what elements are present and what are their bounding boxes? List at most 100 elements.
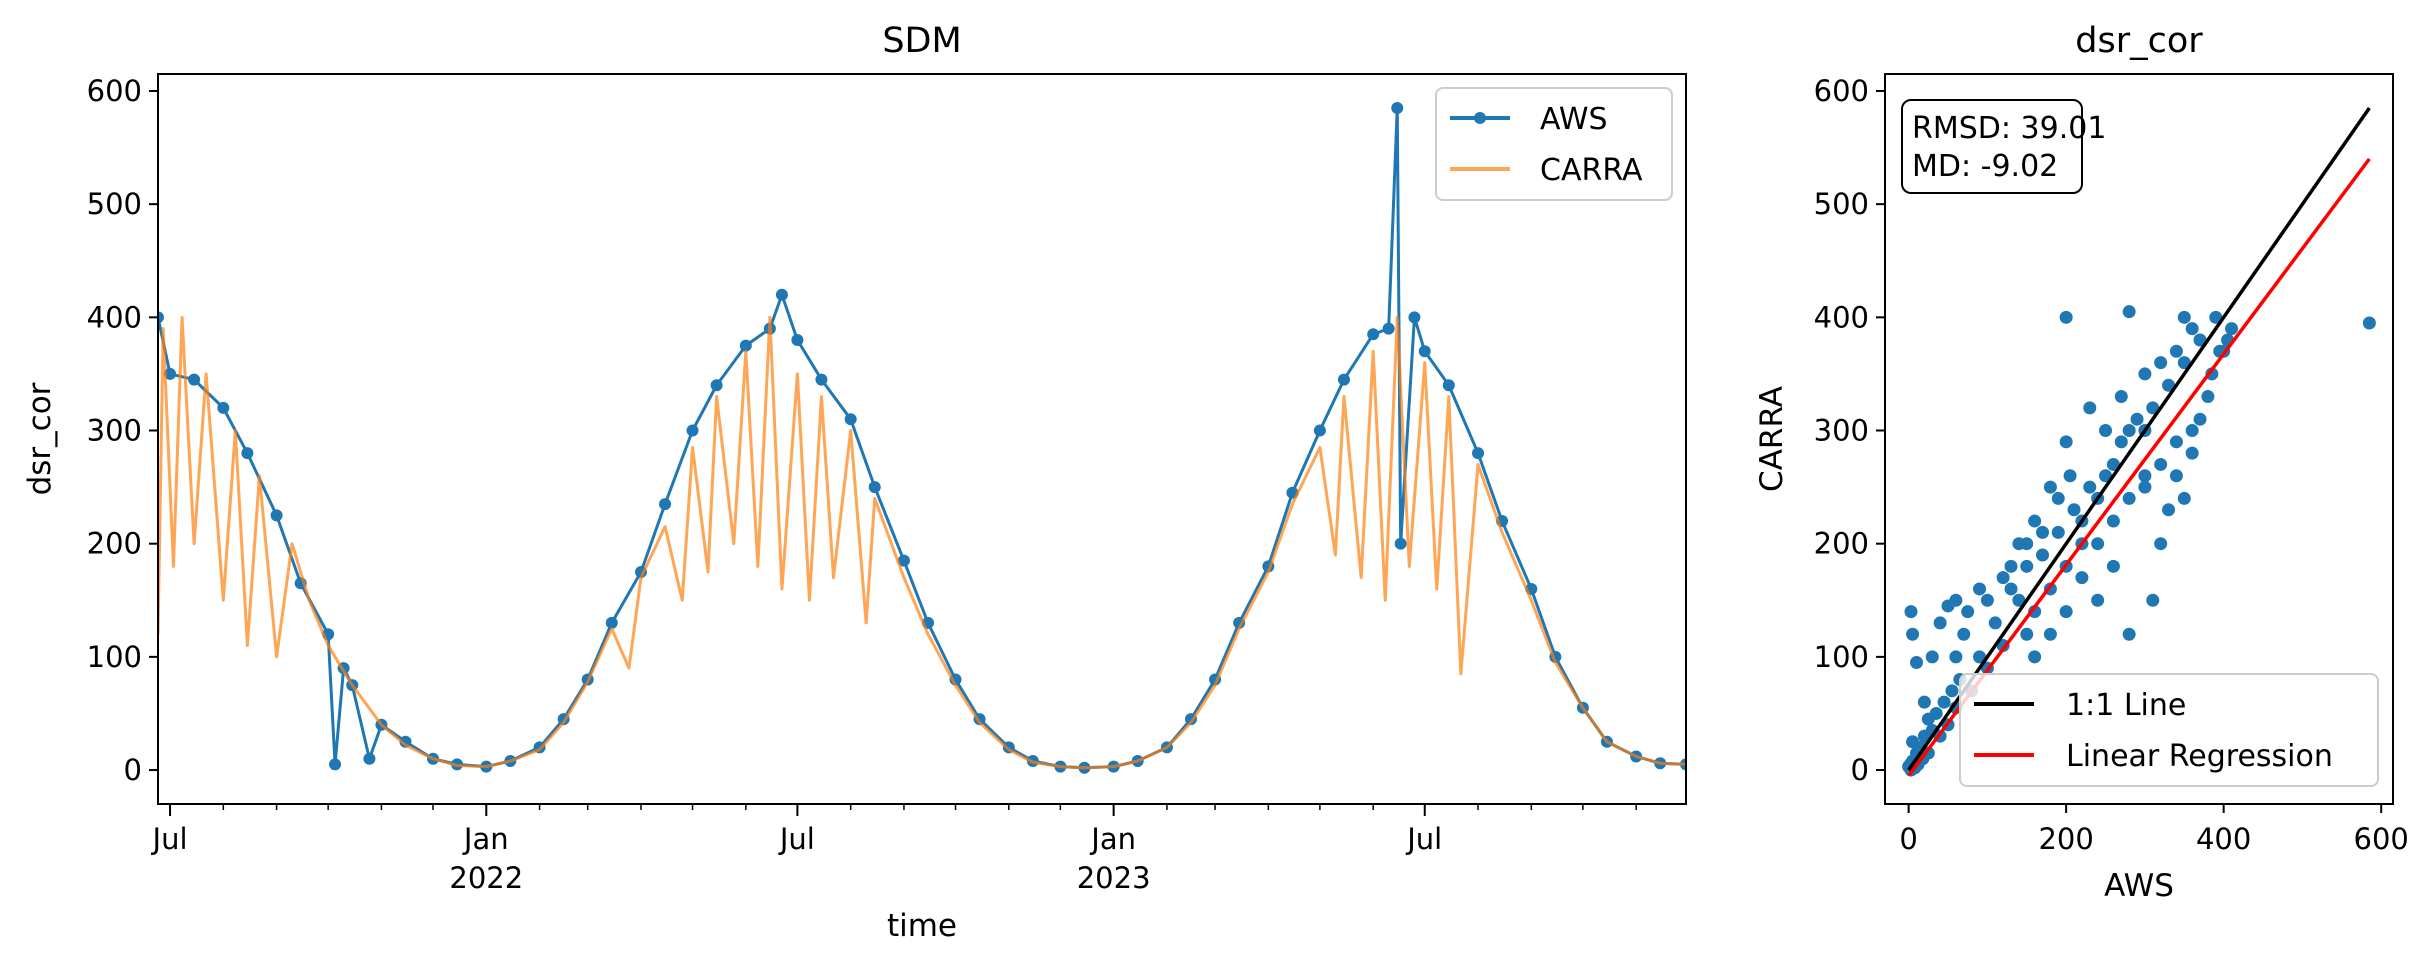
scatter-point bbox=[2012, 593, 2026, 607]
aws-point bbox=[844, 413, 857, 426]
timeseries-y-label: dsr_cor bbox=[22, 382, 58, 495]
scatter-point bbox=[2169, 435, 2183, 449]
y-tick-label: 300 bbox=[1814, 414, 1869, 448]
aws-point bbox=[270, 509, 283, 522]
scatter-point bbox=[2122, 627, 2136, 641]
scatter-point bbox=[2122, 424, 2136, 438]
aws-point bbox=[1394, 537, 1407, 550]
x-tick-label: Jan bbox=[462, 822, 509, 856]
scatter-point bbox=[2177, 310, 2191, 324]
scatter-point bbox=[2063, 469, 2077, 483]
scatter-point bbox=[2154, 356, 2168, 370]
scatter-point bbox=[2020, 559, 2034, 573]
scatter-point bbox=[2106, 457, 2120, 471]
x-tick-label: Jul bbox=[1405, 822, 1442, 856]
scatter-legend: 1:1 Line Linear Regression bbox=[1959, 673, 2379, 787]
scatter-point bbox=[2169, 344, 2183, 358]
x-tick-year-label: 2023 bbox=[1077, 861, 1151, 895]
stats-box-frame bbox=[1901, 99, 2083, 194]
aws-point bbox=[188, 373, 201, 386]
stats-box: RMSD: 39.01 MD: -9.02 bbox=[1901, 99, 2106, 194]
scatter-point bbox=[2185, 446, 2199, 460]
scatter-point bbox=[1937, 695, 1951, 709]
aws-point bbox=[158, 311, 164, 324]
scatter-legend-box bbox=[1959, 673, 2379, 787]
scatter-point bbox=[2099, 469, 2113, 483]
stats-rmsd: RMSD: 39.01 bbox=[1912, 111, 2106, 146]
aws-point bbox=[329, 758, 342, 771]
y-tick-label: 500 bbox=[87, 187, 142, 221]
legend-aws-label: AWS bbox=[1540, 102, 1608, 137]
scatter-point bbox=[2185, 424, 2199, 438]
aws-point bbox=[605, 616, 618, 629]
x-tick-label: Jul bbox=[778, 822, 815, 856]
aws-point bbox=[1391, 101, 1404, 114]
timeseries-title: SDM bbox=[882, 21, 961, 61]
y-tick-label: 100 bbox=[87, 640, 142, 674]
scatter-point bbox=[2106, 559, 2120, 573]
scatter-point bbox=[2028, 650, 2042, 664]
x-tick-label: Jul bbox=[151, 822, 188, 856]
scatter-point bbox=[1925, 650, 1939, 664]
y-tick-label: 0 bbox=[1851, 753, 1869, 787]
scatter-point bbox=[1910, 656, 1924, 670]
scatter-point bbox=[2138, 367, 2152, 381]
scatter-point bbox=[2146, 593, 2160, 607]
timeseries-x-label: time bbox=[887, 908, 957, 944]
scatter-point bbox=[2185, 322, 2199, 336]
carra-series-line bbox=[158, 315, 1686, 770]
scatter-point bbox=[2028, 514, 2042, 528]
aws-point bbox=[686, 424, 699, 437]
scatter-point bbox=[2036, 525, 2050, 539]
aws-point bbox=[1418, 345, 1431, 358]
y-tick-label: 200 bbox=[87, 527, 142, 561]
scatter-point bbox=[2043, 627, 2057, 641]
scatter-point bbox=[2362, 316, 2376, 330]
timeseries-x-ticks: Jul Jan 2022 Jul Jan 2023 Jul bbox=[151, 804, 1637, 895]
aws-point bbox=[815, 373, 828, 386]
aws-point bbox=[241, 447, 254, 460]
legend-aws-marker bbox=[1474, 112, 1486, 124]
scatter-point bbox=[2028, 605, 2042, 619]
scatter-point bbox=[1980, 593, 1994, 607]
scatter-point bbox=[2201, 390, 2215, 404]
x-tick-label: 600 bbox=[2354, 822, 2409, 856]
scatter-point bbox=[1949, 593, 1963, 607]
scatter-point bbox=[2154, 457, 2168, 471]
y-tick-label: 100 bbox=[1814, 640, 1869, 674]
aws-point bbox=[1382, 322, 1395, 335]
aws-point bbox=[164, 367, 177, 380]
scatter-point bbox=[2099, 424, 2113, 438]
scatter-point bbox=[2051, 491, 2065, 505]
scatter-point bbox=[2083, 401, 2097, 415]
scatter-point bbox=[2146, 401, 2160, 415]
y-tick-label: 600 bbox=[1814, 74, 1869, 108]
timeseries-y-ticks: 0 100 200 300 400 500 600 bbox=[87, 74, 158, 787]
legend-one-to-one-label: 1:1 Line bbox=[2066, 688, 2186, 723]
scatter-point bbox=[2130, 412, 2144, 426]
x-tick-label: 200 bbox=[2038, 822, 2093, 856]
scatter-point bbox=[2114, 390, 2128, 404]
x-tick-label: 0 bbox=[1899, 822, 1917, 856]
scatter-point bbox=[2075, 571, 2089, 585]
scatter-point bbox=[2059, 435, 2073, 449]
scatter-point bbox=[2138, 469, 2152, 483]
scatter-point bbox=[2004, 559, 2018, 573]
aws-point bbox=[1472, 447, 1485, 460]
x-tick-year-label: 2022 bbox=[449, 861, 523, 895]
scatter-x-ticks: 0 200 400 600 bbox=[1899, 804, 2409, 856]
scatter-point bbox=[1973, 582, 1987, 596]
aws-point bbox=[1408, 311, 1421, 324]
scatter-point bbox=[2209, 310, 2223, 324]
scatter-point bbox=[2138, 480, 2152, 494]
scatter-point bbox=[2020, 537, 2034, 551]
scatter-point bbox=[2122, 305, 2136, 319]
y-tick-label: 600 bbox=[87, 74, 142, 108]
scatter-point bbox=[2036, 548, 2050, 562]
aws-point bbox=[897, 554, 910, 567]
scatter-point bbox=[2169, 469, 2183, 483]
scatter-point bbox=[1906, 735, 1920, 749]
legend-carra-label: CARRA bbox=[1540, 153, 1643, 188]
scatter-axes-frame bbox=[1884, 73, 2394, 805]
aws-point bbox=[710, 379, 723, 392]
